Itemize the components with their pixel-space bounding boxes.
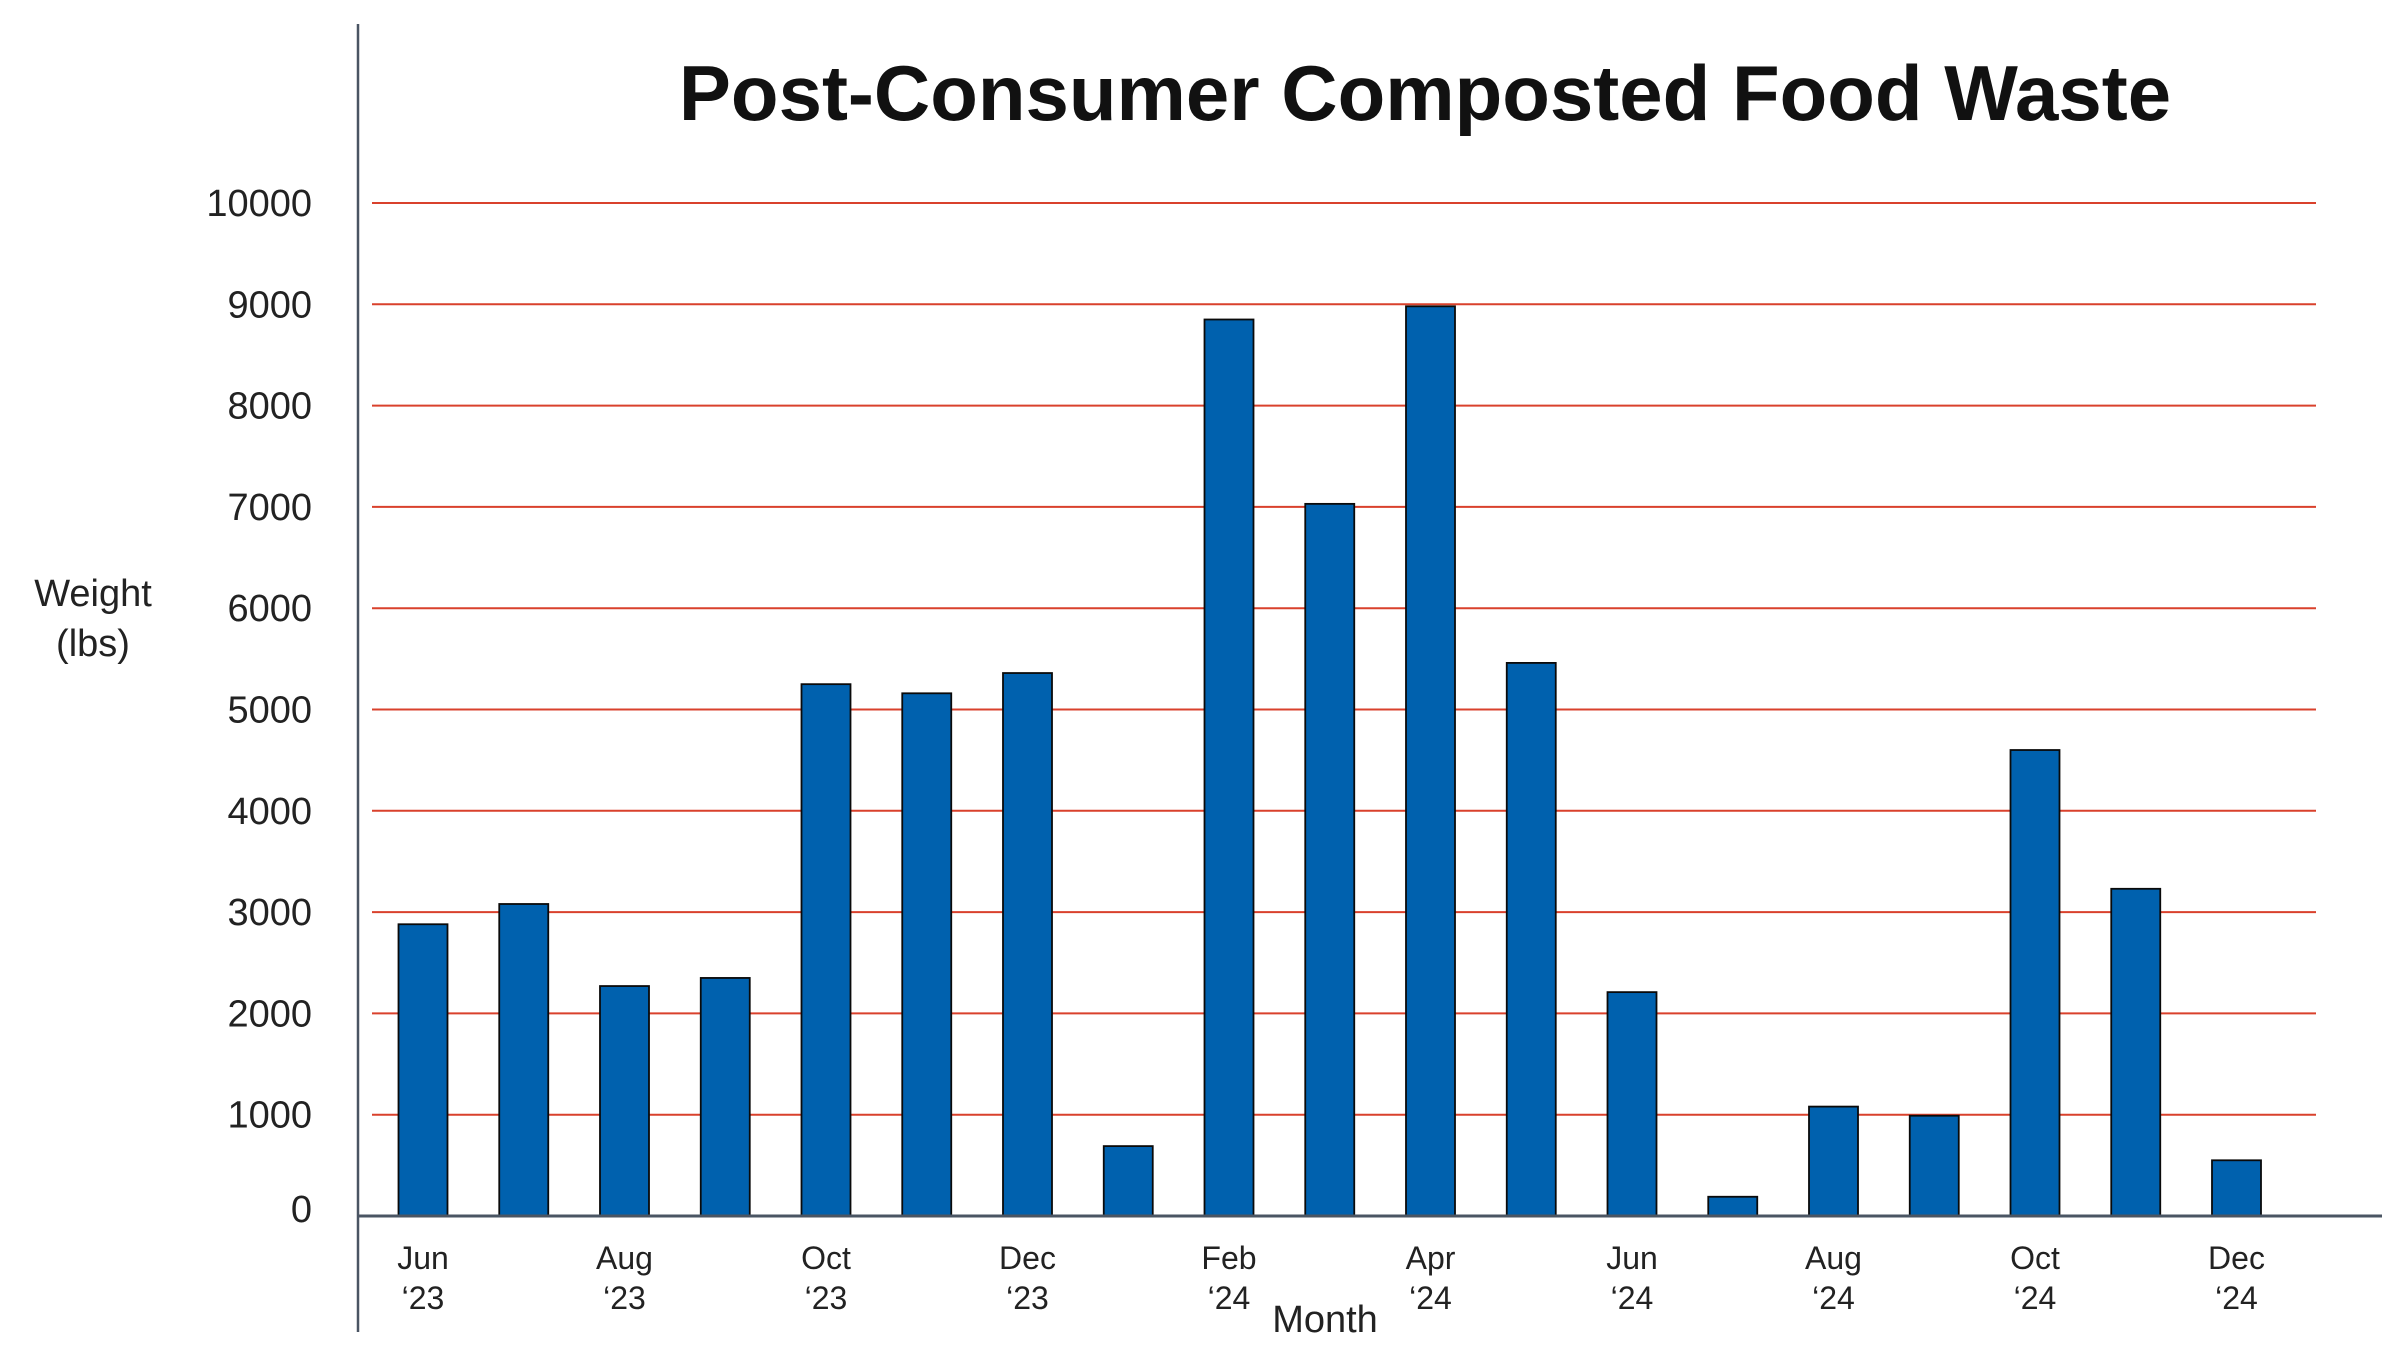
x-tick-label: Dec — [999, 1240, 1056, 1276]
y-tick-label: 0 — [291, 1189, 312, 1231]
chart-title: Post-Consumer Composted Food Waste — [679, 49, 2171, 137]
x-tick-label-year: ‘24 — [1812, 1280, 1855, 1316]
bar: Dec '24: 550 — [2211, 1159, 2262, 1217]
y-tick-label: 8000 — [227, 386, 312, 428]
x-tick-label: Feb — [1201, 1240, 1256, 1276]
x-tick-label: Oct — [2010, 1240, 2060, 1276]
bar: Oct '24: 4600 — [2009, 749, 2061, 1217]
bar: Mar '24: 7030 — [1304, 502, 1356, 1217]
bar: Jul '24: 190 — [1707, 1195, 1759, 1217]
bar: Apr '24: 8980 — [1405, 305, 1456, 1217]
y-axis-ticks: 0 1000 2000 3000 4000 5000 6000 7000 8000 9000 100… — [206, 183, 312, 1231]
y-tick-label: 7000 — [227, 487, 312, 529]
y-tick-label: 5000 — [227, 690, 312, 732]
y-tick-label: 1000 — [227, 1095, 312, 1137]
bar: Sep '23: 2350 — [699, 977, 751, 1217]
x-tick-label: Oct — [801, 1240, 851, 1276]
bar: Aug '23: 2270 — [599, 985, 650, 1217]
bar: Aug '24: 1080 — [1808, 1105, 1859, 1217]
x-axis-label: Month — [1272, 1299, 1378, 1341]
y-axis-label-line-1: Weight — [34, 573, 152, 615]
x-tick-label: Aug — [596, 1240, 653, 1276]
y-tick-label: 6000 — [227, 588, 312, 630]
bar: Sep '24: 990 — [1908, 1114, 1960, 1217]
x-tick-label: Jun — [397, 1240, 449, 1276]
x-tick-label-year: ‘23 — [1006, 1280, 1049, 1316]
x-tick-label-year: ‘24 — [2215, 1280, 2258, 1316]
bar: Jul '23: 3080 — [498, 903, 550, 1217]
bar: Jun '24: 2210 — [1606, 991, 1658, 1217]
bar: Jan '24: 690 — [1102, 1145, 1154, 1217]
x-tick-label-year: ‘24 — [1611, 1280, 1654, 1316]
x-tick-label: Apr — [1406, 1240, 1456, 1276]
x-tick-label: Jun — [1606, 1240, 1658, 1276]
y-tick-label: 10000 — [206, 183, 312, 225]
bar: Jun '23: 2880 — [397, 923, 449, 1217]
x-tick-label-year: ‘23 — [805, 1280, 848, 1316]
y-tick-label: 2000 — [227, 993, 312, 1035]
bar: Oct '23: 5250 — [800, 683, 852, 1217]
x-tick-label-year: ‘24 — [1208, 1280, 1251, 1316]
bar: Dec '23: 5360 — [1002, 672, 1053, 1217]
x-tick-label: Aug — [1805, 1240, 1862, 1276]
bar: May '24: 5460 — [1505, 662, 1557, 1217]
x-tick-label-year: ‘23 — [402, 1280, 445, 1316]
bars: Jun '23: 2880 Jul '23: 3080 Aug '23: 2270 S… — [397, 305, 2262, 1217]
bar: Nov '24: 3230 — [2110, 887, 2162, 1217]
y-axis-label-line-2: (lbs) — [56, 623, 130, 665]
bar: Nov '23: 5160 — [901, 692, 953, 1217]
x-tick-label-year: ‘23 — [603, 1280, 646, 1316]
x-tick-label-year: ‘24 — [2014, 1280, 2057, 1316]
x-tick-label-year: ‘24 — [1409, 1280, 1452, 1316]
y-tick-label: 3000 — [227, 892, 312, 934]
bar: Feb '24: 8850 — [1203, 318, 1255, 1217]
y-tick-label: 9000 — [227, 284, 312, 326]
x-axis-ticks: Jun ‘23 Aug ‘23 Oct ‘23 Dec ‘23 Feb ‘24 Apr ‘24 Jun ‘… — [397, 1240, 2265, 1316]
x-tick-label: Dec — [2208, 1240, 2265, 1276]
y-tick-label: 4000 — [227, 791, 312, 833]
